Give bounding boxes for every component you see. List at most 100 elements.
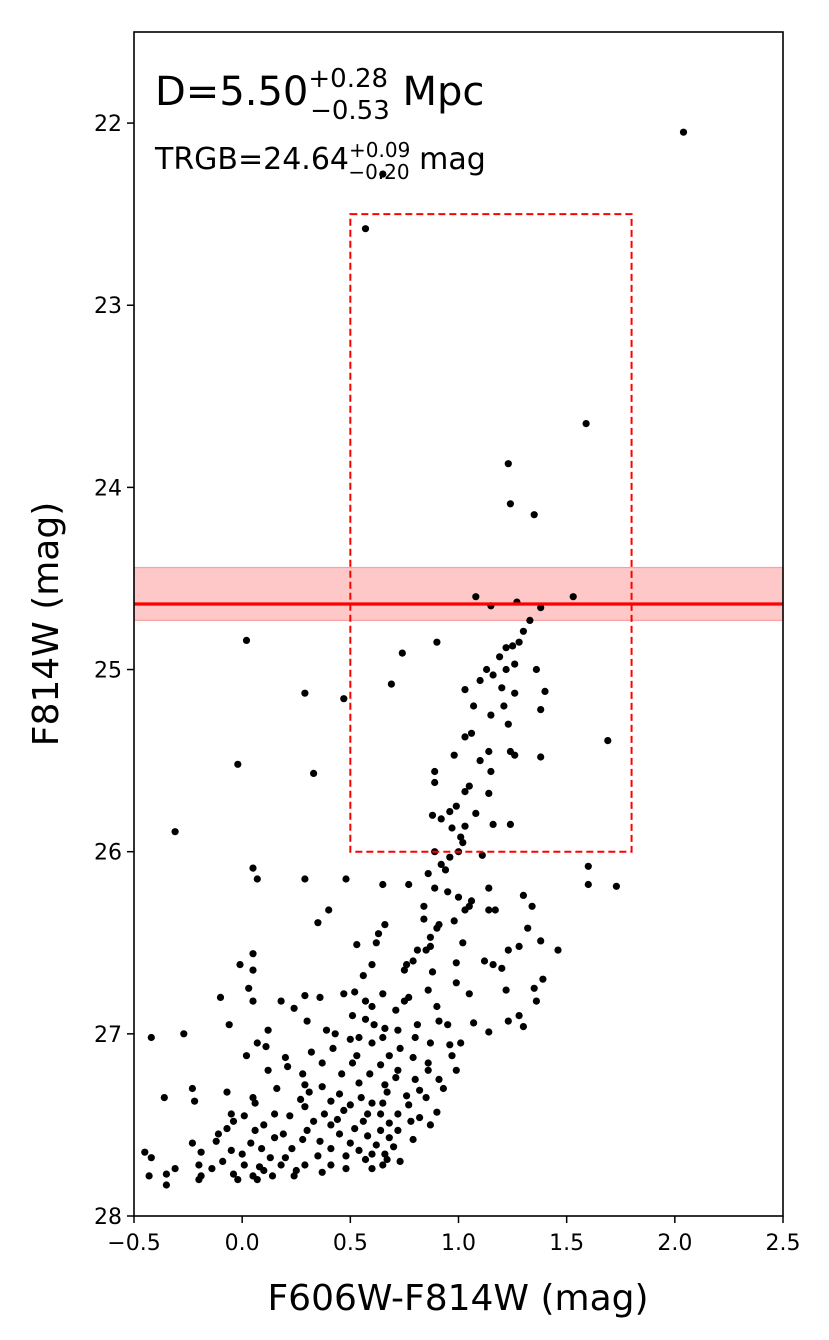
- data-point: [612, 882, 621, 890]
- data-point: [422, 946, 430, 954]
- data-point: [435, 1075, 443, 1083]
- data-point: [249, 1094, 257, 1102]
- data-point: [431, 767, 439, 776]
- data-point: [446, 1041, 454, 1049]
- x-tick-label: 2.0: [657, 1231, 692, 1256]
- data-point: [229, 1170, 238, 1178]
- data-point: [398, 649, 406, 657]
- data-point: [485, 906, 493, 914]
- data-point: [433, 1108, 441, 1116]
- data-point: [290, 1172, 298, 1180]
- data-point: [262, 1043, 270, 1051]
- data-point: [355, 1033, 363, 1042]
- data-point: [394, 1126, 402, 1134]
- data-point: [504, 460, 512, 468]
- data-point: [195, 1161, 203, 1169]
- data-point: [188, 1084, 196, 1093]
- data-point: [286, 1112, 294, 1120]
- data-point: [537, 604, 545, 612]
- data-point: [327, 1097, 335, 1105]
- data-point: [519, 1023, 528, 1031]
- data-point: [325, 906, 333, 914]
- data-point: [281, 1053, 289, 1062]
- data-point: [390, 1143, 398, 1151]
- data-point: [454, 893, 463, 901]
- data-point: [532, 997, 541, 1005]
- data-point: [277, 1161, 285, 1169]
- data-point: [433, 1002, 441, 1011]
- data-point: [357, 1094, 365, 1102]
- data-point: [416, 1114, 424, 1122]
- data-point: [377, 1126, 385, 1134]
- data-point: [467, 729, 476, 737]
- data-point: [301, 689, 309, 697]
- data-point: [465, 990, 473, 998]
- data-point: [288, 1145, 296, 1153]
- data-point: [407, 1117, 415, 1125]
- data-point: [392, 1074, 400, 1082]
- data-point: [299, 1135, 307, 1144]
- data-point: [377, 1110, 385, 1118]
- trgb-uncertainty-band: [133, 566, 784, 621]
- data-point: [489, 671, 497, 679]
- data-point: [489, 961, 497, 969]
- data-point: [485, 789, 493, 798]
- y-tick-label: 23: [94, 294, 122, 319]
- data-point: [409, 1053, 417, 1062]
- data-point: [504, 946, 512, 954]
- data-point: [530, 984, 538, 992]
- data-point: [515, 638, 523, 646]
- data-point: [249, 966, 257, 974]
- data-point: [439, 1084, 447, 1093]
- data-point: [452, 959, 460, 967]
- data-point: [320, 1110, 328, 1118]
- data-point: [346, 1101, 354, 1109]
- data-point: [511, 751, 519, 759]
- data-point: [496, 653, 504, 661]
- data-point: [214, 1130, 222, 1138]
- data-point: [433, 638, 441, 646]
- data-point: [383, 1155, 391, 1164]
- data-point: [483, 665, 491, 674]
- data-point: [582, 420, 590, 428]
- data-point: [450, 751, 458, 759]
- data-point: [470, 1019, 478, 1027]
- data-point: [426, 933, 434, 941]
- data-point: [301, 1081, 309, 1089]
- data-point: [281, 1154, 289, 1162]
- data-point: [361, 225, 370, 233]
- data-point: [448, 824, 456, 832]
- data-point: [234, 1176, 242, 1184]
- data-point: [303, 1017, 311, 1025]
- data-point: [342, 1165, 350, 1173]
- data-point: [219, 1157, 227, 1165]
- data-point: [433, 924, 441, 932]
- data-point: [385, 1119, 393, 1127]
- data-point: [290, 1004, 298, 1012]
- data-point: [260, 1166, 268, 1175]
- data-point: [491, 906, 499, 914]
- data-point: [340, 695, 348, 703]
- data-point: [355, 1146, 363, 1154]
- data-point: [452, 802, 460, 810]
- data-point: [461, 906, 469, 914]
- data-point: [314, 919, 322, 927]
- data-point: [279, 1130, 287, 1138]
- data-point: [584, 880, 592, 889]
- data-point: [431, 778, 439, 787]
- data-point: [452, 979, 460, 987]
- data-point: [409, 957, 417, 965]
- data-point: [387, 680, 395, 688]
- data-point: [301, 992, 309, 1000]
- data-point: [472, 809, 480, 818]
- data-point: [227, 1146, 235, 1154]
- data-point: [335, 1090, 344, 1098]
- data-point: [318, 1168, 326, 1176]
- data-point: [245, 984, 253, 992]
- y-tick-label: 28: [94, 1205, 122, 1230]
- data-point: [191, 1097, 199, 1105]
- data-point: [424, 1066, 432, 1074]
- data-point: [379, 880, 387, 889]
- data-point: [569, 593, 577, 601]
- data-point: [444, 1021, 452, 1029]
